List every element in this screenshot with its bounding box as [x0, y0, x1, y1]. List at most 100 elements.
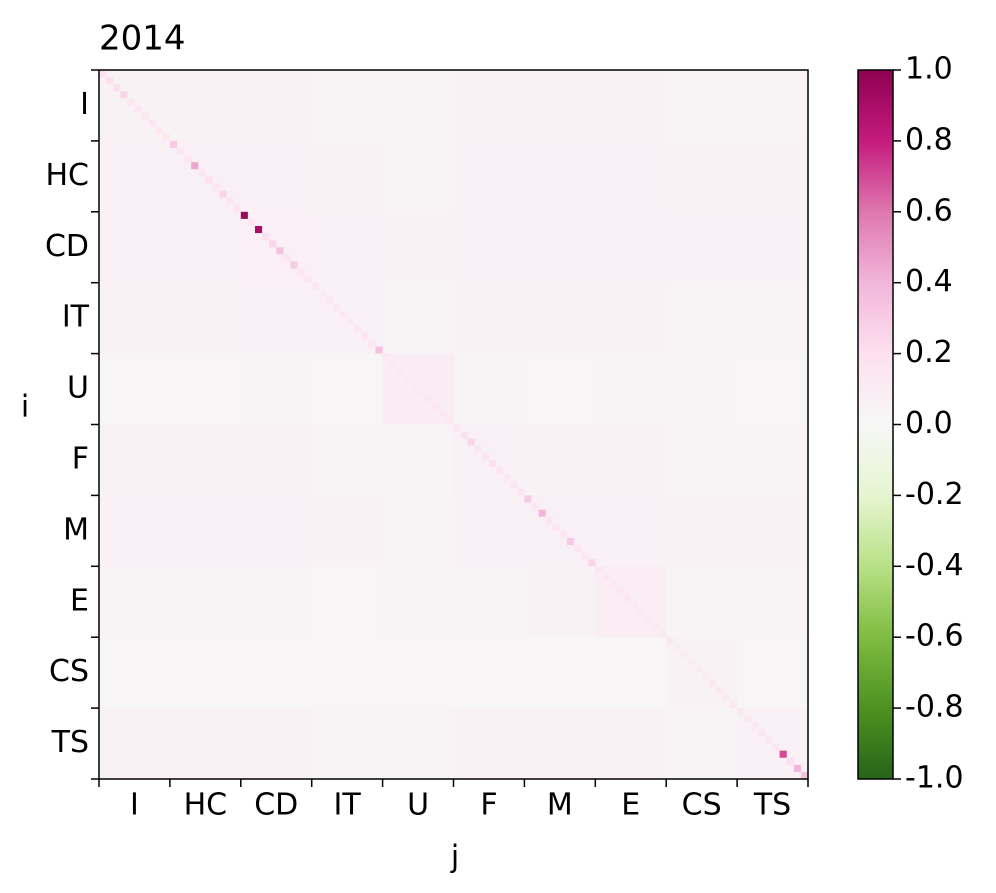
heatmap-block: [666, 70, 738, 142]
y-tick-label: IT: [62, 300, 90, 335]
heatmap-block: [311, 70, 384, 142]
diagonal-cell: [375, 346, 383, 354]
heatmap-block: [311, 140, 384, 213]
y-tick-label: U: [67, 371, 89, 406]
x-tick-label: IT: [334, 788, 362, 823]
heatmap-block: [524, 424, 596, 496]
diagonal-cell: [531, 502, 539, 510]
diagonal-cell: [162, 133, 170, 141]
diagonal-cell: [559, 530, 567, 538]
heatmap-block: [666, 140, 738, 213]
heatmap-block: [240, 424, 313, 496]
heatmap-block: [311, 353, 384, 425]
diagonal-cell: [290, 261, 298, 269]
diagonal-cell: [418, 389, 426, 397]
heatmap-block: [737, 70, 809, 142]
y-axis-label: i: [21, 390, 29, 425]
diagonal-cell: [481, 452, 489, 460]
diagonal-cell: [779, 750, 787, 758]
diagonal-cell: [566, 537, 575, 546]
diagonal-cell: [340, 311, 348, 319]
heatmap-block: [737, 495, 809, 567]
heatmap-block: [666, 211, 738, 284]
x-axis-label: j: [450, 840, 459, 875]
heatmap-block: [453, 282, 525, 355]
heatmap-block: [524, 282, 596, 355]
diagonal-cell: [396, 367, 404, 375]
diagonal-cell: [552, 523, 560, 531]
heatmap-block: [737, 282, 809, 355]
chart-title: 2014: [99, 19, 186, 59]
diagonal-cell: [730, 701, 738, 709]
heatmap-block: [595, 353, 667, 425]
diagonal-cell: [332, 303, 341, 312]
heatmap-block: [240, 637, 313, 709]
x-tick-label: U: [407, 788, 429, 823]
colorbar-tick-label: -0.6: [905, 619, 964, 654]
heatmap-block: [382, 424, 454, 496]
diagonal-cell: [602, 573, 610, 581]
diagonal-cell: [226, 197, 234, 205]
diagonal-cell: [247, 218, 255, 226]
heatmap-block: [382, 708, 454, 780]
diagonal-cell: [410, 381, 419, 390]
diagonal-cell: [389, 360, 397, 368]
heatmap-block: [737, 353, 809, 425]
diagonal-cell: [382, 353, 390, 361]
heatmap-block: [169, 211, 242, 284]
colorbar-tick-label: -1.0: [905, 761, 964, 796]
diagonal-cell: [701, 672, 709, 680]
diagonal-cell: [637, 608, 645, 616]
diagonal-cell: [538, 509, 546, 517]
colorbar-tick-label: 0.8: [905, 122, 953, 157]
heatmap-block: [169, 353, 242, 425]
heatmap-block: [382, 140, 454, 213]
heatmap-block: [169, 282, 242, 355]
diagonal-cell: [751, 722, 759, 730]
heatmap-block: [169, 566, 242, 638]
heatmap-block: [595, 140, 667, 213]
diagonal-cell: [169, 140, 177, 148]
heatmap-block: [99, 140, 171, 213]
heatmap-block: [382, 282, 454, 355]
diagonal-cell: [176, 147, 185, 156]
heatmap-block: [311, 637, 384, 709]
heatmap-block: [240, 282, 313, 355]
heatmap-block: [595, 282, 667, 355]
diagonal-cell: [269, 240, 277, 248]
x-tick-label: HC: [184, 788, 228, 823]
heatmap-block: [311, 424, 384, 496]
heatmap-block: [737, 637, 809, 709]
colorbar-tick-label: -0.8: [905, 690, 964, 725]
diagonal-cell: [623, 594, 631, 602]
heatmap-block: [524, 353, 596, 425]
heatmap-block: [595, 708, 667, 780]
diagonal-cell: [325, 296, 333, 304]
diagonal-cell: [262, 233, 270, 241]
y-tick-label: CS: [49, 654, 89, 689]
diagonal-cell: [659, 630, 667, 638]
diagonal-cell: [99, 70, 107, 78]
heatmap-block: [382, 637, 454, 709]
diagonal-cell: [354, 325, 362, 333]
diagonal-cell: [184, 155, 192, 163]
diagonal-cell: [737, 708, 745, 716]
heatmap-block: [453, 637, 525, 709]
diagonal-cell: [439, 410, 447, 418]
diagonal-cell: [524, 495, 532, 503]
diagonal-cell: [517, 488, 525, 496]
diagonal-cell: [708, 679, 716, 687]
heatmap-block: [240, 495, 313, 567]
heatmap-block: [453, 70, 525, 142]
heatmap-block: [240, 708, 313, 780]
heatmap-block: [524, 70, 596, 142]
heatmap-block: [453, 708, 525, 780]
heatmap-block: [382, 566, 454, 638]
diagonal-cell: [488, 459, 497, 468]
diagonal-cell: [403, 374, 411, 382]
heatmap-block: [453, 353, 525, 425]
diagonal-cell: [254, 225, 263, 234]
diagonal-cell: [106, 77, 114, 85]
heatmap-block: [169, 637, 242, 709]
